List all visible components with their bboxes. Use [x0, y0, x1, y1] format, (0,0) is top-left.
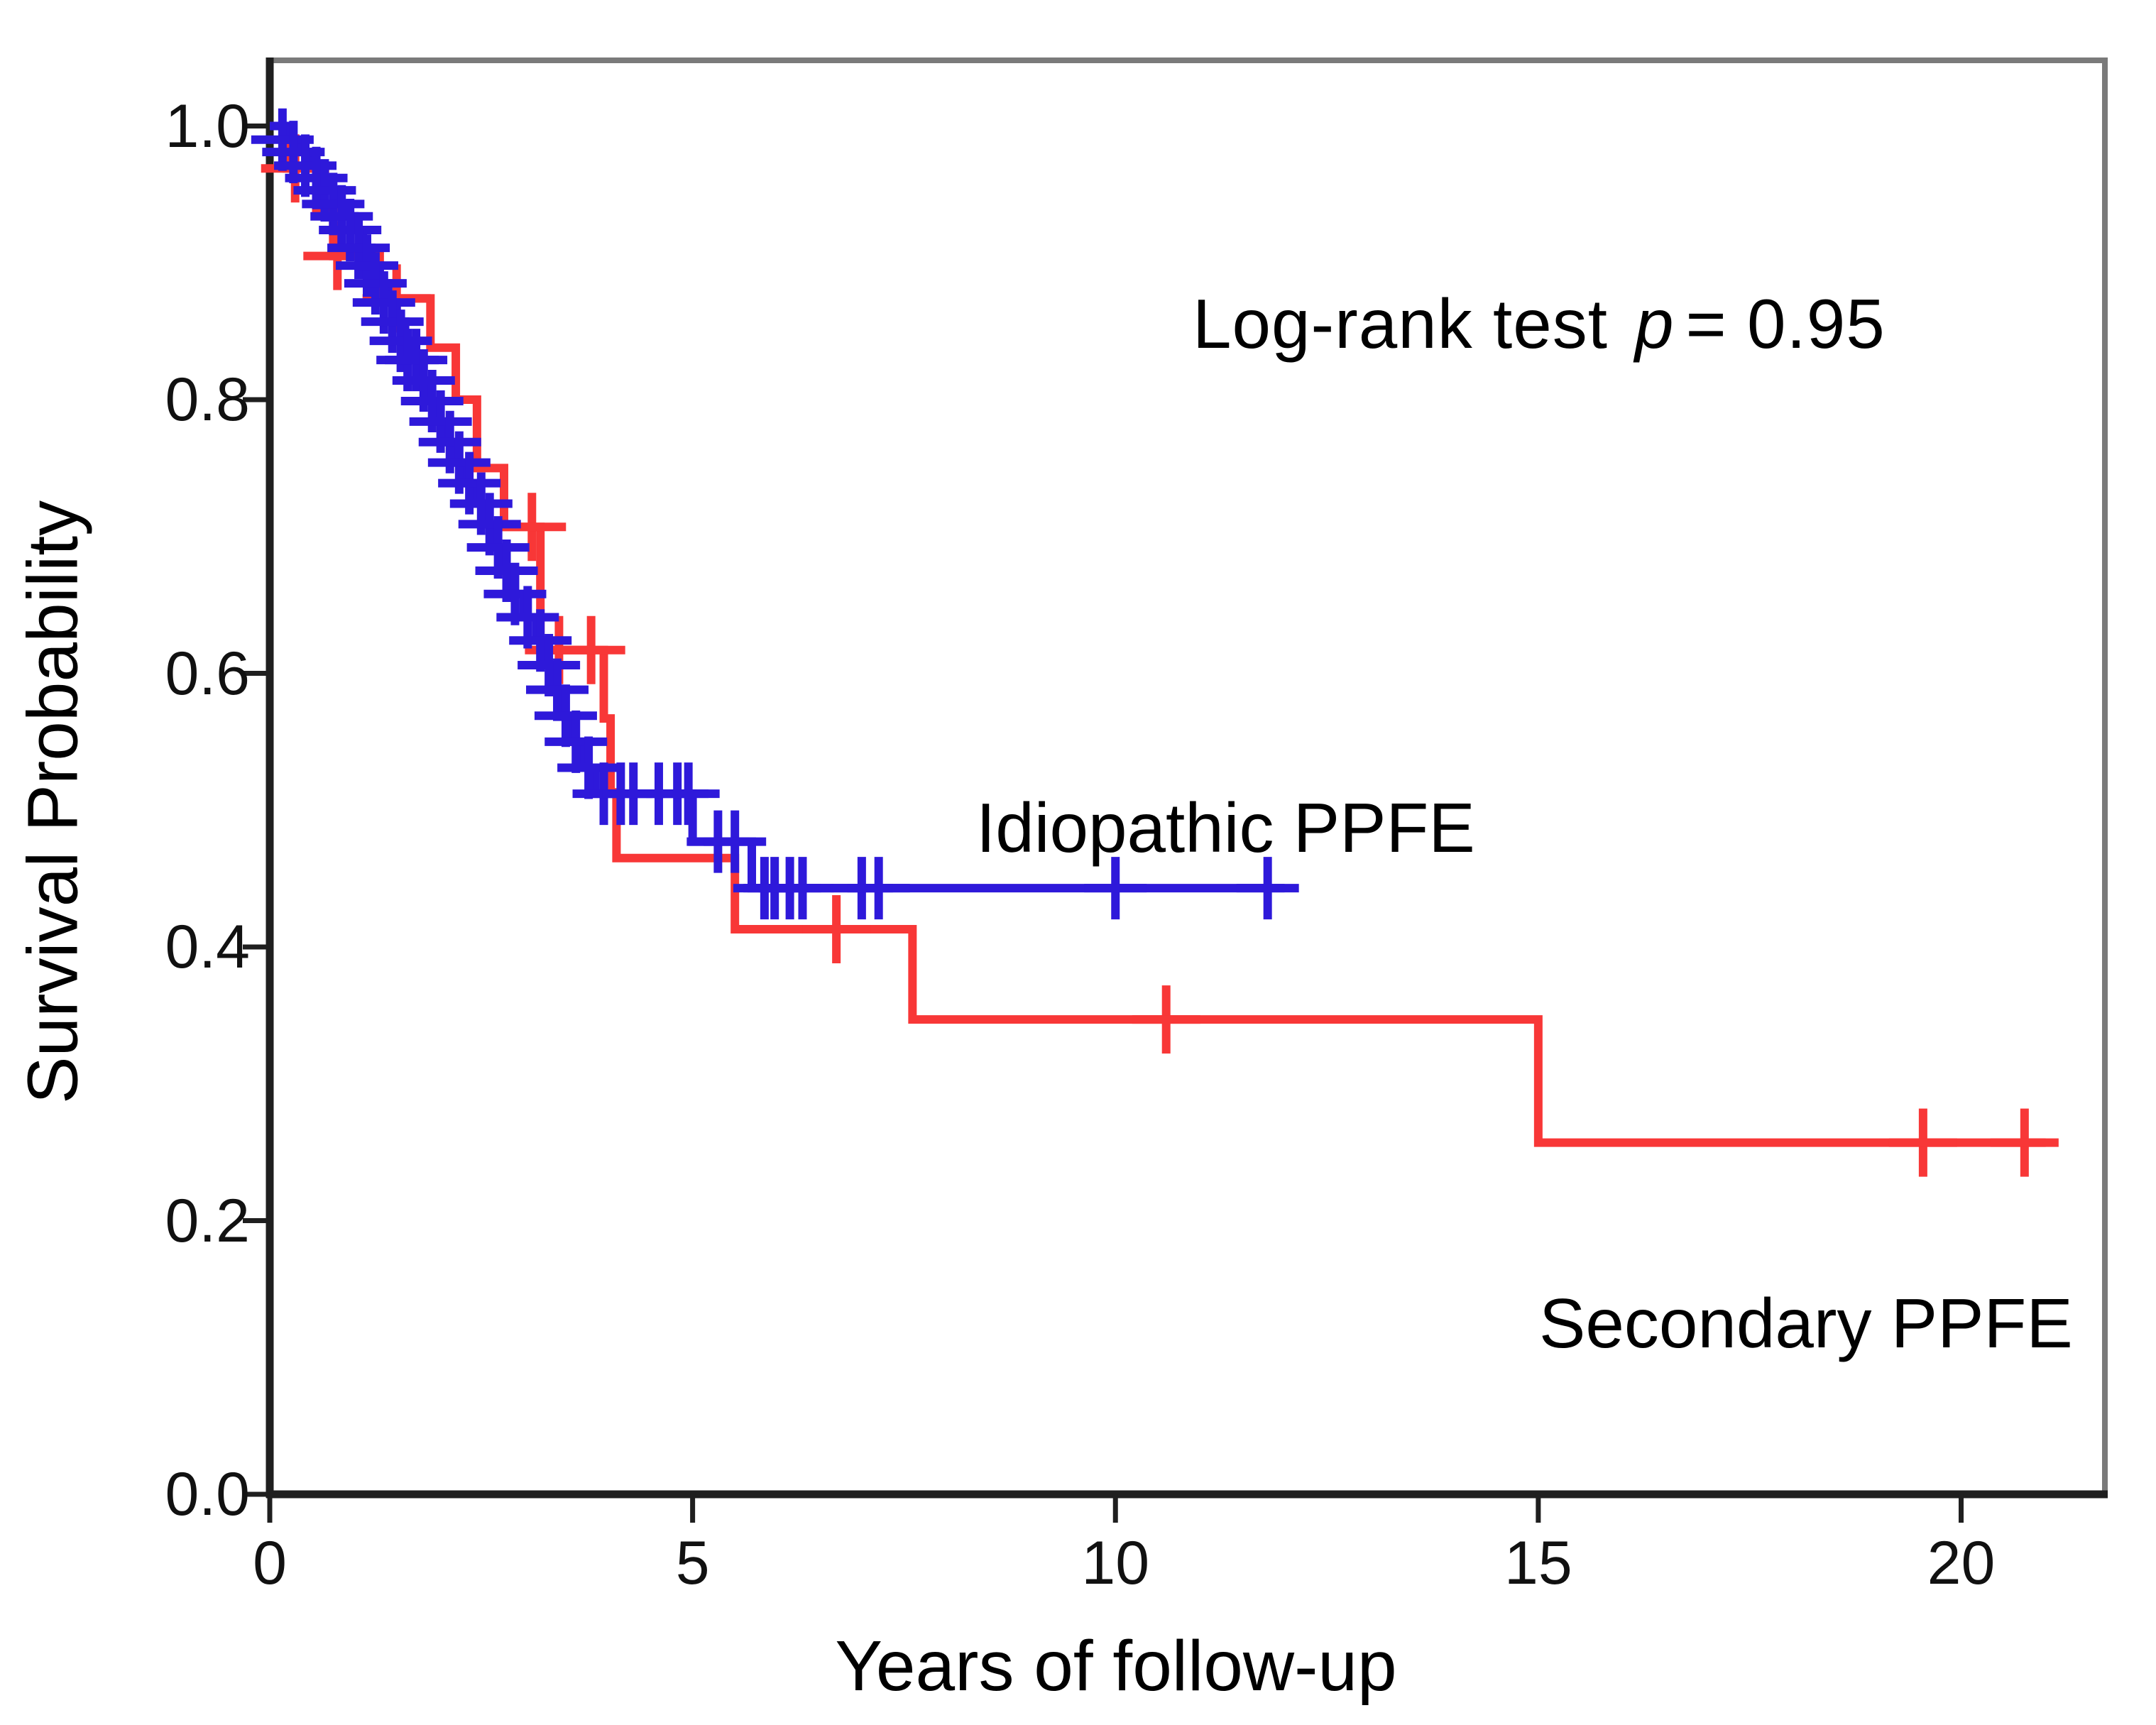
- y-tick-label: 0.2: [165, 1186, 250, 1255]
- x-tick-label: 15: [1504, 1529, 1572, 1597]
- y-tick-label: 0.0: [165, 1460, 250, 1528]
- x-tick-label: 0: [253, 1529, 287, 1597]
- y-tick-label: 0.8: [165, 366, 250, 434]
- y-tick-label: 0.6: [165, 639, 250, 708]
- x-tick-label: 10: [1081, 1529, 1150, 1597]
- logrank-p-symbol: p: [1634, 285, 1675, 363]
- x-axis-title: Years of follow-up: [835, 1626, 1397, 1706]
- logrank-annotation: Log-rank test p = 0.95: [1193, 284, 1886, 364]
- logrank-p-value: = 0.95: [1685, 285, 1886, 363]
- series-label-secondary-ppfe: Secondary PPFE: [1539, 1284, 2073, 1362]
- logrank-annotation-text: Log-rank test: [1193, 285, 1608, 363]
- y-tick-label: 0.4: [165, 913, 250, 981]
- series-label-idiopathic-ppfe: Idiopathic PPFE: [976, 789, 1475, 867]
- x-tick-label: 5: [675, 1529, 710, 1597]
- idiopathic-ppfe-step-curve: [270, 121, 1285, 893]
- plot-border: [267, 58, 2108, 1497]
- y-tick-label: 1.0: [165, 92, 250, 160]
- y-axis-title: Survival Probability: [13, 500, 93, 1105]
- x-tick-label: 20: [1927, 1529, 1996, 1597]
